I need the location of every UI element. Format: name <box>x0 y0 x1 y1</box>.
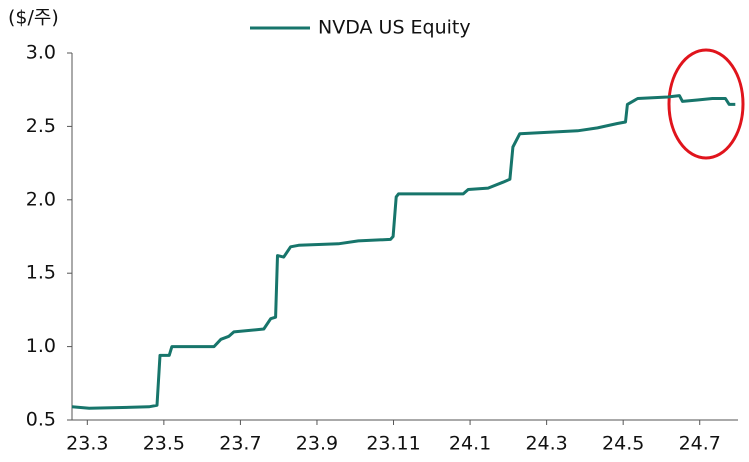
price-line <box>71 94 736 410</box>
y-tick-label: 3.0 <box>26 42 56 64</box>
x-tick-label: 23.7 <box>219 433 261 455</box>
y-tick-label: 0.5 <box>26 409 56 431</box>
x-tick-label: 24.5 <box>602 433 644 455</box>
x-tick-label: 23.11 <box>366 433 420 455</box>
x-tick-label: 23.9 <box>296 433 338 455</box>
highlight-circle <box>667 48 745 160</box>
y-tick-label: 1.0 <box>26 335 56 357</box>
y-tick-label: 2.0 <box>26 188 56 210</box>
x-tick-label: 24.1 <box>449 433 491 455</box>
y-tick-label: 1.5 <box>26 262 56 284</box>
y-tick-label: 2.5 <box>26 115 56 137</box>
x-tick-label: 24.3 <box>525 433 567 455</box>
x-tick-label: 23.3 <box>66 433 108 455</box>
y-axis-label: ($/주) <box>8 7 59 29</box>
x-tick-label: 23.5 <box>143 433 185 455</box>
x-tick-label: 24.7 <box>679 433 721 455</box>
legend-label: NVDA US Equity <box>318 17 471 39</box>
